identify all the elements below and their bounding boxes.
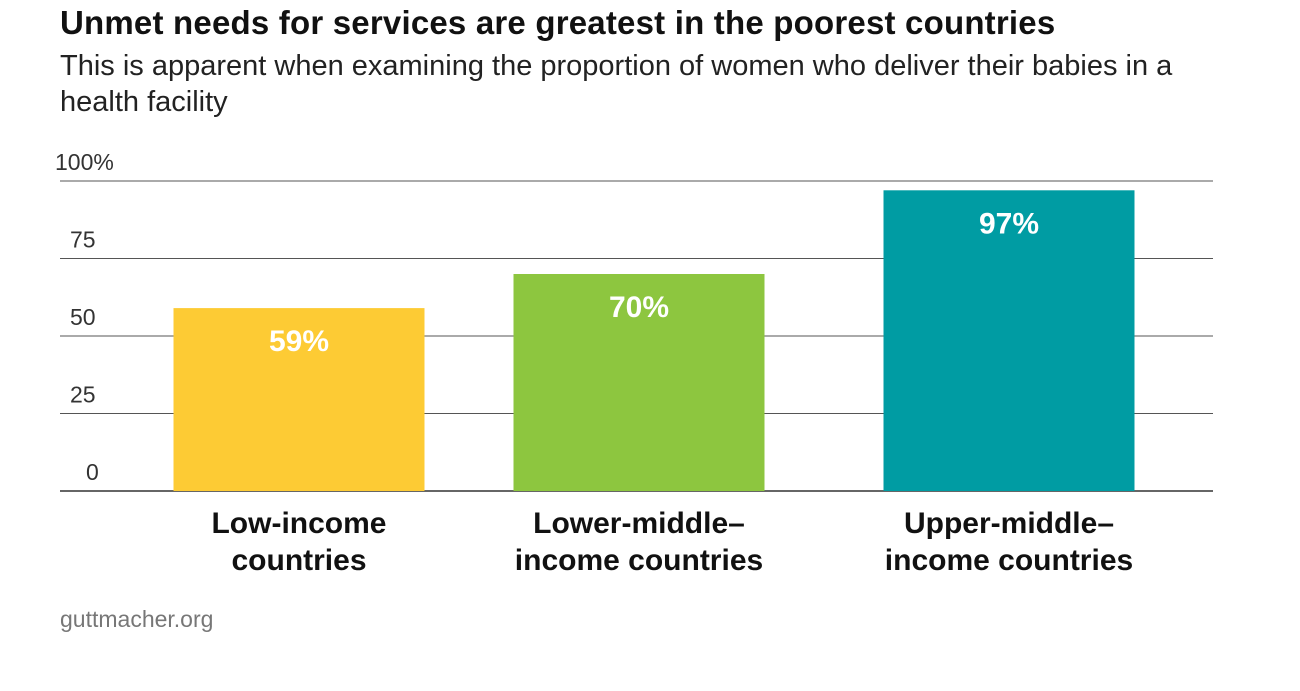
x-tick-label: income countries [515, 544, 763, 577]
x-tick-label: Lower-middle– [533, 507, 745, 540]
y-tick-label: 75 [70, 227, 96, 253]
y-tick-label: 50 [70, 304, 96, 330]
bar-value-label: 70% [609, 291, 669, 324]
x-tick-label: Low-income [211, 507, 386, 540]
x-tick-label: countries [231, 544, 366, 577]
y-tick-label: 0 [86, 459, 99, 485]
x-tick-label: Upper-middle– [904, 507, 1114, 540]
y-tick-label: 25 [70, 382, 96, 408]
x-tick-label: income countries [885, 544, 1133, 577]
chart-subtitle: This is apparent when examining the prop… [60, 50, 1173, 118]
chart-title: Unmet needs for services are greatest in… [60, 4, 1056, 41]
bar-value-label: 97% [979, 207, 1039, 240]
source-label: guttmacher.org [60, 606, 214, 632]
bar-value-label: 59% [269, 325, 329, 358]
bar [513, 274, 765, 491]
bar [173, 308, 425, 491]
y-tick-label: 100% [55, 149, 114, 175]
bar [883, 190, 1135, 492]
